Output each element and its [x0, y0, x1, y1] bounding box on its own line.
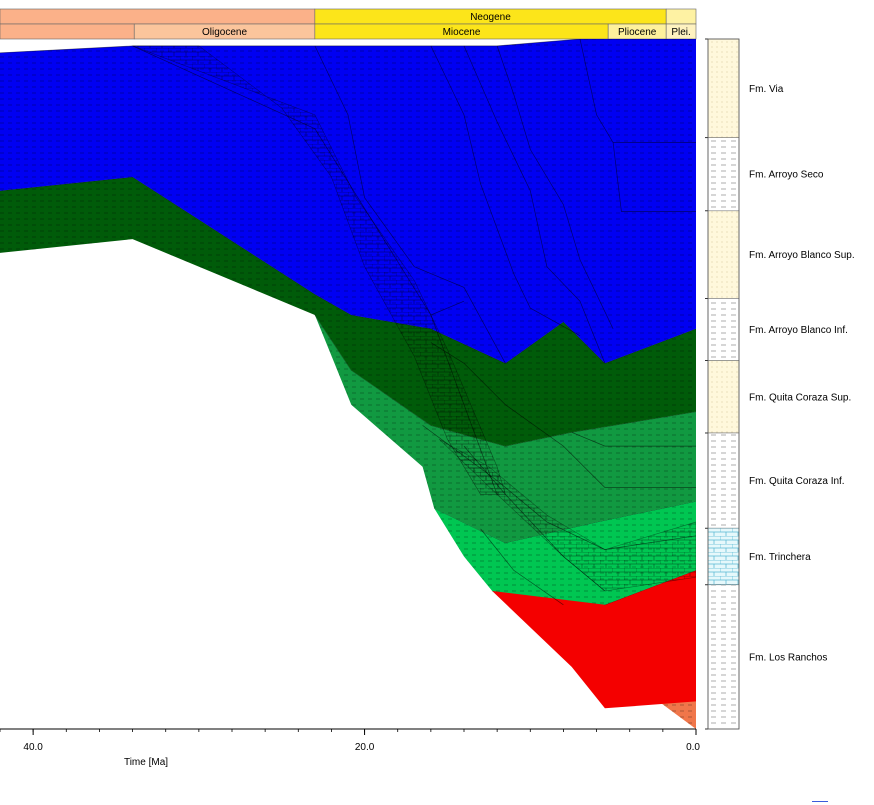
- horizon-line-1: [314, 128, 432, 316]
- epoch-band-0: [0, 23, 135, 40]
- formation-label-fm-quita-coraza-inf: Fm. Quita Coraza Inf.: [749, 476, 845, 487]
- formation-label-fm-via: Fm. Via: [749, 84, 784, 95]
- period-band-0: [0, 8, 316, 25]
- horizon-line-13: [463, 445, 606, 592]
- horizon-line-14: [480, 528, 564, 606]
- horizon-line-5: [430, 45, 581, 337]
- formation-label-fm-quita-coraza-sup: Fm. Quita Coraza Sup.: [749, 392, 851, 403]
- formation-pattern-fm-arroyo-blanco-sup: [708, 210, 739, 299]
- epoch-label-pliocene: Pliocene: [618, 27, 657, 38]
- horizon-line-7: [496, 45, 614, 329]
- layer-red-unit: [492, 570, 696, 709]
- x-axis: 40.0 20.0 0.0 Time [Ma]: [0, 728, 700, 768]
- epoch-label-miocene: Miocene: [443, 27, 481, 38]
- column-frame: [707, 38, 740, 730]
- burial-plot-area: [0, 39, 696, 729]
- formation-pattern-fm-arroyo-blanco-inf: [708, 298, 739, 361]
- horizon-line-4: [314, 45, 506, 364]
- horizon-line-8: [579, 39, 696, 143]
- horizon-line-11: [430, 342, 696, 488]
- horizon-line-3: [430, 300, 465, 316]
- formation-pattern-fm-los-ranchos: [708, 584, 739, 729]
- formation-label-fm-arroyo-seco: Fm. Arroyo Seco: [749, 170, 824, 181]
- horizon-line-9: [612, 142, 696, 212]
- formation-pattern-fm-via: [708, 39, 739, 138]
- layer-pattern-medium-green-unit: [314, 315, 696, 543]
- formation-pattern-fm-quita-coraza-inf: [708, 432, 739, 529]
- horizon-line-10: [571, 431, 696, 447]
- horizon-line-6: [463, 45, 606, 364]
- formation-label-fm-arroyo-blanco-sup: Fm. Arroyo Blanco Sup.: [749, 250, 855, 261]
- stratigraphic-column: Fm. Via Fm. Arroyo Seco Fm. Arroyo Blanco …: [705, 38, 855, 730]
- epoch-label-oligocene: Oligocene: [202, 27, 247, 38]
- horizon-line-12: [422, 425, 696, 550]
- x-tick-label-40: 40.0: [23, 742, 43, 753]
- formation-label-fm-los-ranchos: Fm. Los Ranchos: [749, 652, 827, 663]
- x-tick-label-20: 20.0: [355, 742, 375, 753]
- horizon-line-2: [430, 314, 498, 495]
- period-band-2: [665, 8, 697, 25]
- period-label-neogene: Neogene: [470, 12, 511, 23]
- formation-pattern-fm-arroyo-seco: [708, 137, 739, 211]
- x-tick-label-0: 0.0: [686, 742, 700, 753]
- formation-pattern-fm-trinchera: [708, 528, 739, 585]
- epoch-label-plei: Plei.: [671, 27, 690, 38]
- formation-label-fm-arroyo-blanco-inf: Fm. Arroyo Blanco Inf.: [749, 325, 848, 336]
- geologic-time-scale: Neogene Oligocene Miocene Pliocene Plei.: [0, 8, 697, 40]
- limestone-band-lower: [438, 438, 696, 592]
- formation-label-fm-trinchera: Fm. Trinchera: [749, 552, 811, 563]
- x-axis-title: Time [Ma]: [124, 757, 168, 768]
- corner-link-mark: [812, 801, 828, 802]
- layer-top-line-blue-unit: [0, 39, 696, 54]
- horizon-line-0: [132, 45, 316, 130]
- formation-pattern-fm-quita-coraza-sup: [708, 360, 739, 433]
- layer-pattern-dark-green-unit: [0, 177, 696, 447]
